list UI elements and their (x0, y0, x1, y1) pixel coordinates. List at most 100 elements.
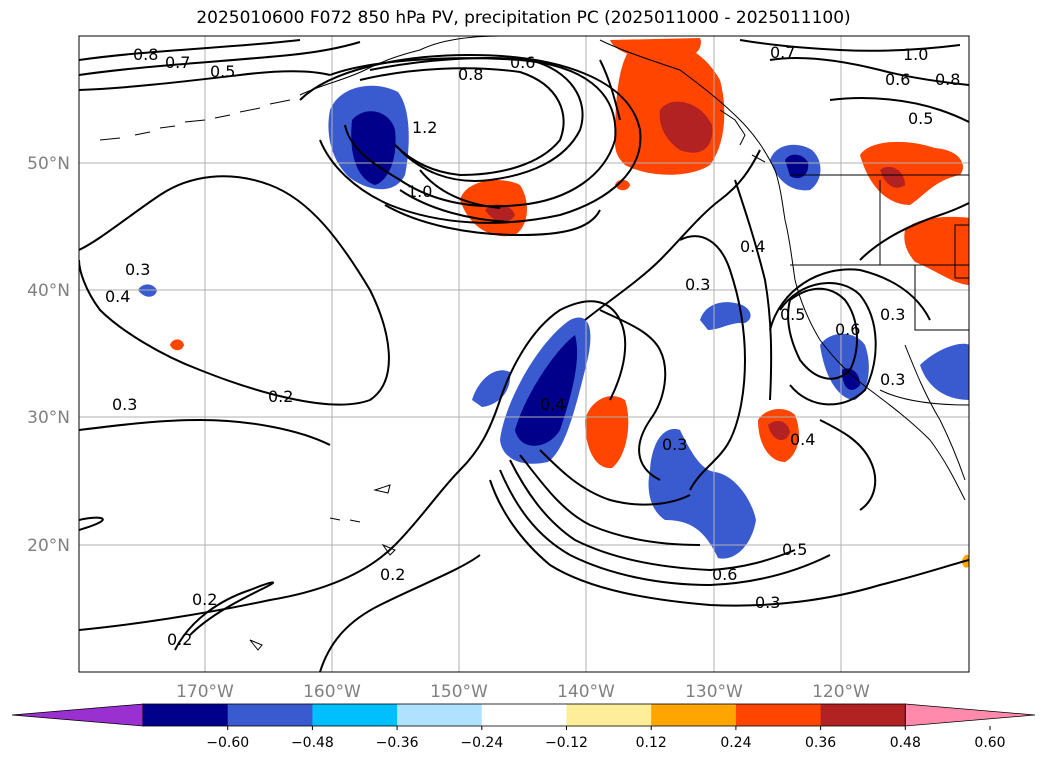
contour-label: 1.2 (412, 118, 437, 137)
pv-contour (319, 554, 481, 672)
colorbar-tick-label: 0.48 (890, 735, 921, 751)
colorbar-swatch (312, 704, 398, 726)
lon-label: 140°W (557, 682, 615, 702)
contour-label: 0.6 (510, 53, 535, 72)
contour-label: 0.7 (165, 53, 190, 72)
contour-label: 0.2 (380, 565, 405, 584)
precip-positive-canada (860, 141, 963, 205)
pv-contour (509, 459, 796, 572)
coastline-alaska-peninsula (299, 36, 501, 96)
colorbar-swatch (566, 704, 652, 726)
precip-negative-hawaii-west (138, 284, 157, 297)
contour-label: 0.6 (885, 70, 910, 89)
lat-label: 20°N (27, 536, 70, 556)
lat-labels: 50°N 40°N 30°N 20°N (27, 154, 70, 556)
pv-contour (299, 53, 642, 224)
precip-positive-subtropic (585, 396, 629, 469)
pv-contour (859, 202, 969, 261)
contour-label: 0.7 (770, 43, 795, 62)
contour-labels: 0.8 0.7 0.5 0.6 0.8 0.7 1.0 0.6 0.8 0.5 … (105, 43, 960, 649)
contour-label: 0.3 (880, 305, 905, 324)
colorbar-extend-left (11, 703, 144, 727)
lon-label: 160°W (303, 682, 361, 702)
precip-negative-north-pacific-core (351, 111, 396, 185)
pv-contour (174, 581, 274, 651)
colorbar-swatch (651, 704, 737, 726)
pv-contour (599, 59, 621, 121)
colorbar-swatch (227, 704, 313, 726)
pv-contour (819, 419, 877, 511)
contour-label: 0.5 (908, 109, 933, 128)
lat-label: 30°N (27, 408, 70, 428)
colorbar-extend-right (904, 703, 1036, 727)
contour-label: 0.5 (780, 305, 805, 324)
contour-label: 1.0 (903, 45, 928, 64)
lon-label: 130°W (685, 682, 743, 702)
coastline-islands-bc (719, 109, 766, 163)
colorbar-tick-label: 0.60 (974, 735, 1005, 751)
precip-negative-central-core (515, 335, 578, 446)
precip-shading (138, 38, 969, 568)
border-states-3 (954, 224, 969, 279)
border-states-2 (879, 180, 969, 331)
pv-contour (79, 516, 104, 531)
colorbar-tick-label: 0.24 (720, 735, 751, 751)
pv-contour (79, 300, 627, 631)
map-frame (78, 35, 970, 673)
precip-negative-subtropic (648, 429, 756, 559)
lon-labels: 170°W 160°W 150°W 140°W 130°W 120°W (176, 682, 870, 702)
colorbar-tick-label: −0.60 (206, 735, 249, 751)
precip-positive-midpacific-core (485, 204, 515, 222)
contour-label: 0.5 (210, 62, 235, 81)
colorbar-swatch (820, 704, 906, 726)
contour-label: 0.8 (133, 45, 158, 64)
contour-label: 0.3 (662, 435, 687, 454)
pv-contour (499, 469, 831, 587)
colorbar-frame (142, 703, 906, 727)
precip-positive-small-west (170, 339, 184, 351)
border-mexico (879, 389, 969, 406)
pv-contour (489, 479, 969, 607)
contour-label: 0.3 (112, 395, 137, 414)
pv-contour (79, 418, 331, 446)
pv-contour (769, 268, 931, 331)
contour-label: 0.4 (540, 395, 565, 414)
precip-negative-pnw-core (785, 154, 809, 179)
pv-contour (419, 169, 501, 209)
colorbar-tick-label: −0.24 (460, 735, 503, 751)
coastline-aleutians (99, 99, 291, 141)
pv-contour (79, 70, 331, 91)
contour-label: 0.3 (125, 260, 150, 279)
colorbar-swatch (143, 704, 229, 726)
colorbar-tick-label: −0.12 (545, 735, 588, 751)
lon-label: 150°W (430, 682, 488, 702)
lon-label: 170°W (176, 682, 234, 702)
colorbar: −0.60 −0.48 −0.36 −0.24 −0.12 0.12 0.24 0.36 0.4… (11, 703, 1036, 751)
pv-contours (79, 39, 969, 672)
pv-contour (584, 149, 761, 321)
colorbar-tick-label: −0.36 (376, 735, 419, 751)
graticule (79, 36, 969, 672)
contour-label: 0.8 (935, 70, 960, 89)
lon-label: 120°W (812, 682, 870, 702)
pv-contour (79, 175, 390, 406)
pv-contour (359, 67, 565, 177)
precip-positive-hawaii-east-core (768, 420, 790, 441)
pv-contour (599, 309, 667, 481)
pv-contour (829, 97, 969, 123)
contour-label: 0.3 (880, 370, 905, 389)
coastlines (99, 36, 969, 651)
contour-label: 0.2 (268, 387, 293, 406)
pv-contour (384, 204, 601, 237)
contour-label: 0.6 (712, 565, 737, 584)
pv-contour (779, 282, 877, 406)
contour-label: 0.2 (167, 630, 192, 649)
colorbar-swatch (735, 704, 822, 726)
colorbar-swatch (397, 704, 483, 726)
pv-contour (399, 189, 511, 223)
hawaii-islands (329, 484, 396, 556)
lat-label: 50°N (27, 154, 70, 174)
coastline-bc (599, 39, 786, 221)
contour-label: 0.3 (685, 275, 710, 294)
